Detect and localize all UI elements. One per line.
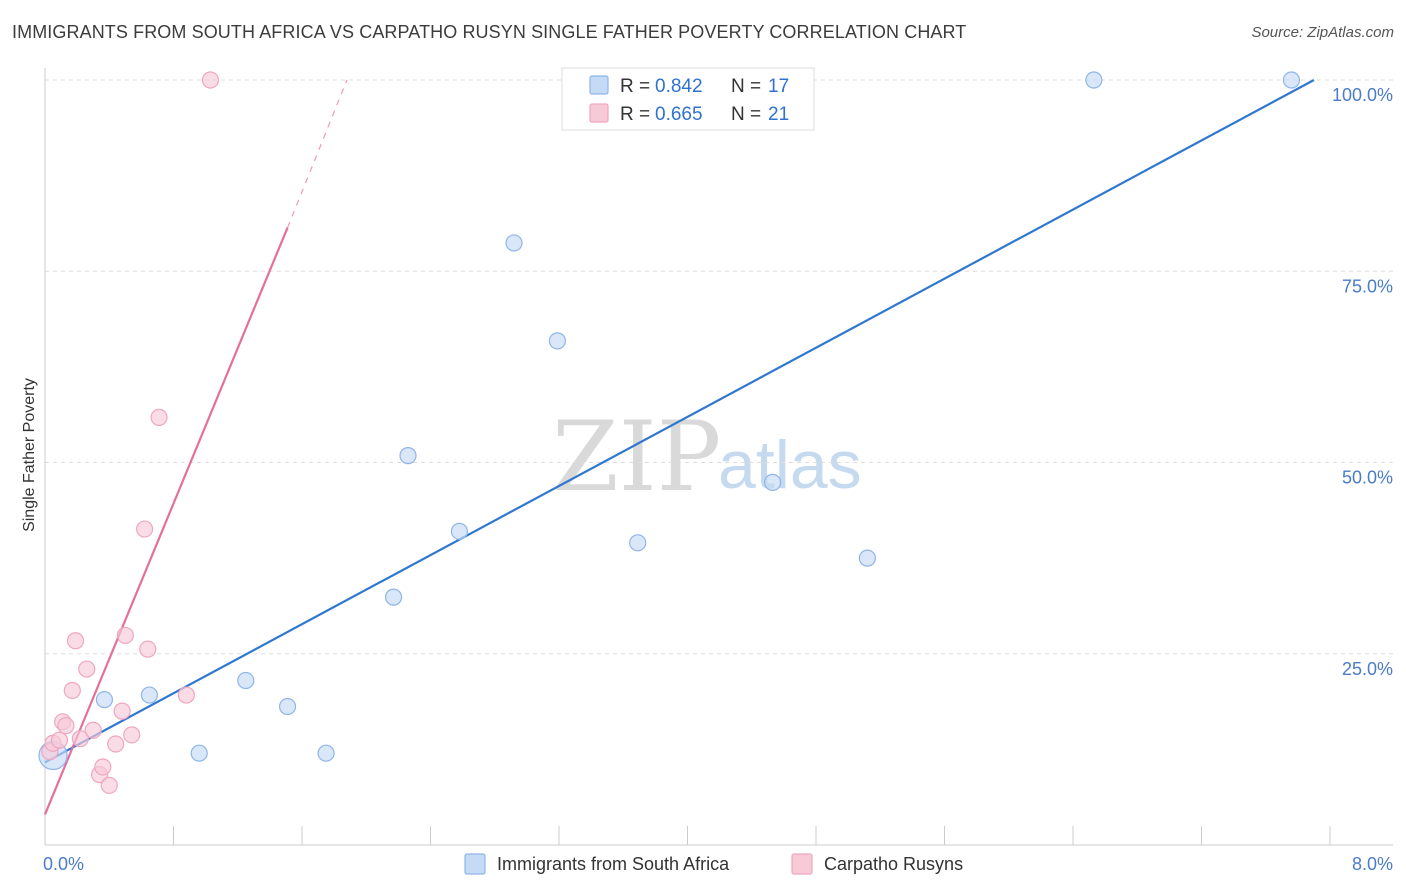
- point-carpatho-rusyn-5: [63, 681, 81, 700]
- point-carpatho-rusyn-12: [100, 776, 118, 794]
- point-south-africa-2: [140, 686, 159, 704]
- y-tick-label-1: 50.0%: [1342, 468, 1393, 488]
- x-tick-label-max: 8.0%: [1352, 854, 1393, 874]
- legend-r-label-pink: R =: [620, 104, 650, 125]
- trend-line-carpatho-rusyn: [43, 227, 289, 815]
- point-carpatho-rusyn-15: [116, 626, 134, 644]
- point-south-africa-3: [190, 744, 208, 762]
- point-south-africa-7: [384, 588, 403, 606]
- point-carpatho-rusyn-11: [94, 758, 112, 776]
- point-south-africa-14: [858, 549, 877, 567]
- watermark-atlas: atlas: [718, 427, 862, 503]
- point-south-africa-12: [629, 534, 647, 552]
- legend-swatch-blue: [589, 75, 609, 95]
- point-south-africa-11: [548, 332, 566, 350]
- legend-r-label-blue: R =: [620, 76, 650, 97]
- y-axis-label: Single Father Poverty: [21, 378, 38, 532]
- trend-lines: [43, 79, 1315, 815]
- series-legend-swatch-pink: [791, 853, 813, 875]
- point-south-africa-9: [450, 522, 469, 540]
- point-carpatho-rusyn-16: [123, 726, 141, 744]
- point-south-africa-4: [237, 671, 255, 690]
- point-carpatho-rusyn-14: [113, 702, 131, 720]
- point-south-africa-15: [1085, 71, 1103, 89]
- x-tick-label-min: 0.0%: [43, 854, 84, 874]
- source-label: Source: ZipAtlas.com: [1251, 24, 1394, 41]
- y-tick-label-0: 25.0%: [1342, 659, 1393, 679]
- watermark-zip: ZIP: [552, 401, 721, 513]
- legend-n-value-blue: 17: [768, 76, 789, 97]
- point-carpatho-rusyn-2: [50, 731, 69, 749]
- y-tick-label-3: 100.0%: [1332, 85, 1393, 105]
- legend-r-value-pink: 0.665: [655, 104, 703, 125]
- point-south-africa-6: [317, 744, 335, 762]
- y-tick-label-2: 75.0%: [1342, 276, 1393, 296]
- point-south-africa-1: [95, 691, 114, 709]
- point-south-africa-10: [505, 234, 523, 252]
- point-south-africa-16: [1282, 71, 1301, 89]
- point-south-africa-13: [764, 473, 782, 491]
- point-carpatho-rusyn-21: [201, 71, 220, 89]
- axes: [44, 68, 1393, 846]
- legend-n-label-blue: N =: [731, 76, 761, 97]
- series-legend-label-pink: Carpatho Rusyns: [824, 854, 963, 874]
- series-legend: Immigrants from South Africa Carpatho Ru…: [464, 853, 963, 875]
- legend-n-value-pink: 21: [768, 104, 789, 125]
- point-carpatho-rusyn-8: [78, 660, 96, 678]
- gridlines: [45, 79, 1393, 655]
- data-points: [38, 71, 1301, 794]
- trend-line-south-africa: [44, 79, 1315, 764]
- legend-swatch-pink: [589, 103, 609, 123]
- point-carpatho-rusyn-17: [135, 520, 154, 538]
- point-carpatho-rusyn-7: [71, 730, 89, 748]
- point-south-africa-8: [399, 447, 417, 465]
- series-legend-label-blue: Immigrants from South Africa: [497, 854, 730, 874]
- point-carpatho-rusyn-13: [107, 735, 125, 753]
- point-south-africa-5: [278, 697, 297, 716]
- point-carpatho-rusyn-19: [150, 408, 168, 426]
- trend-line-carpatho-rusyn-extension: [286, 79, 348, 228]
- point-carpatho-rusyn-4: [57, 717, 75, 735]
- correlation-legend: R = 0.842 N = 17 R = 0.665 N = 21: [561, 67, 815, 131]
- legend-r-value-blue: 0.842: [655, 76, 703, 97]
- point-carpatho-rusyn-20: [177, 686, 195, 704]
- y-tick-labels: 25.0% 50.0% 75.0% 100.0%: [1332, 85, 1393, 679]
- legend-n-label-pink: N =: [731, 104, 761, 125]
- series-legend-swatch-blue: [464, 853, 486, 875]
- watermark: ZIP atlas: [552, 401, 862, 513]
- point-carpatho-rusyn-18: [139, 640, 157, 658]
- point-carpatho-rusyn-6: [66, 632, 85, 650]
- chart-title: IMMIGRANTS FROM SOUTH AFRICA VS CARPATHO…: [12, 22, 967, 42]
- point-carpatho-rusyn-9: [84, 721, 102, 739]
